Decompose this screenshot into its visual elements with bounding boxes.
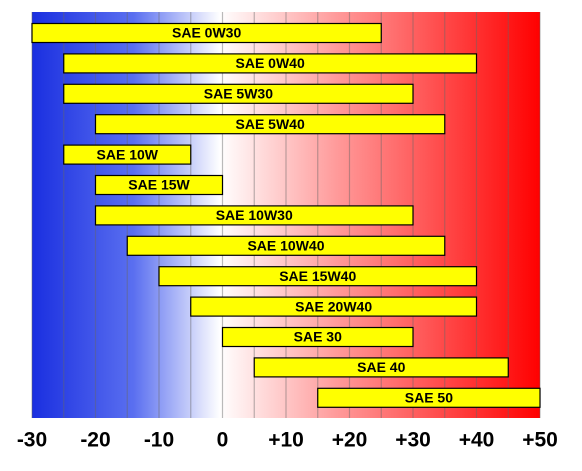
bar	[63, 83, 414, 104]
bar-label: SAE 5W30	[204, 86, 273, 102]
bar	[158, 266, 478, 287]
x-tick-label: +40	[459, 429, 495, 452]
bar-label: SAE 50	[405, 390, 453, 406]
bar-label: SAE 20W40	[295, 298, 372, 314]
bar-label: SAE 40	[357, 359, 405, 375]
x-tick-label: +20	[332, 429, 368, 452]
bar-label: SAE 15W	[128, 177, 190, 193]
x-tick-label: 0	[217, 429, 229, 452]
bar-label: SAE 15W40	[279, 268, 356, 284]
bar-label: SAE 5W40	[236, 116, 305, 132]
bar	[63, 144, 192, 165]
bar-label: SAE 30	[294, 329, 342, 345]
x-tick-label: -20	[80, 429, 110, 452]
bar-label: SAE 10W40	[247, 238, 324, 254]
bar	[253, 357, 509, 378]
x-tick-label: -30	[17, 429, 47, 452]
x-tick-label: +10	[268, 429, 304, 452]
bar-label: SAE 10W	[97, 146, 159, 162]
bar	[190, 296, 478, 317]
bar	[221, 326, 414, 348]
bar	[94, 114, 446, 135]
bar	[317, 387, 541, 408]
bar	[31, 22, 382, 44]
bar-label: SAE 0W30	[172, 25, 241, 41]
bar-label: SAE 10W30	[216, 207, 293, 223]
x-tick-label: +50	[522, 429, 558, 452]
bar	[94, 174, 224, 196]
bar	[94, 205, 414, 226]
bar	[63, 53, 478, 74]
bar	[126, 235, 446, 256]
x-tick-label: -10	[144, 429, 174, 452]
x-tick-label: +30	[395, 429, 431, 452]
bar-label: SAE 0W40	[236, 55, 305, 71]
